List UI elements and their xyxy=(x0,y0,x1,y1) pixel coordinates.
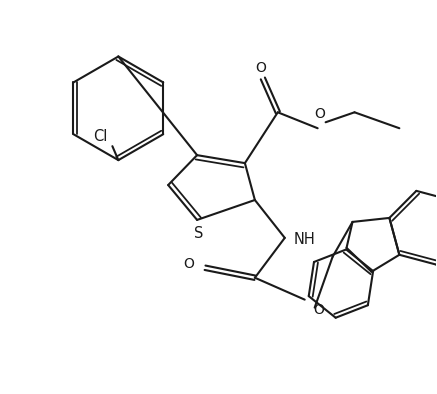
Text: O: O xyxy=(314,107,325,121)
Text: O: O xyxy=(184,257,194,271)
Text: S: S xyxy=(194,227,204,242)
Text: NH: NH xyxy=(294,232,316,247)
Text: Cl: Cl xyxy=(93,129,108,144)
Text: O: O xyxy=(313,303,324,317)
Text: O: O xyxy=(255,61,266,76)
